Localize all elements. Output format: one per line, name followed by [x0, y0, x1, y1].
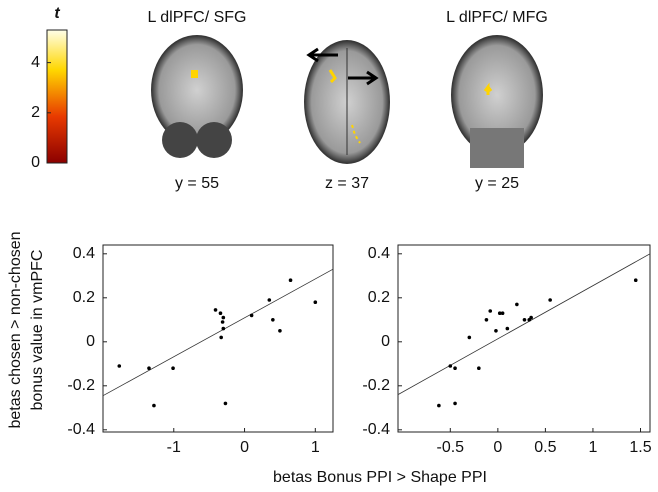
colorbar-label: t [54, 5, 60, 22]
scatter-point [224, 402, 228, 406]
scatter-point [453, 366, 457, 370]
colorbar-tick-label: 2 [31, 104, 40, 121]
scatter-point [548, 298, 552, 302]
y-tick-label: 0 [381, 333, 390, 350]
scatter-point [289, 278, 293, 282]
scatter-point [147, 366, 151, 370]
fit-line [103, 269, 333, 396]
x-tick-label: 1 [588, 439, 597, 456]
slice-coordinate: y = 25 [475, 175, 519, 192]
x-tick-label: 0 [240, 439, 249, 456]
scatter-point [506, 327, 510, 331]
scatter-point [449, 364, 453, 368]
brain-images [150, 32, 543, 168]
scatter-point [515, 303, 519, 307]
scatter-point [314, 300, 318, 304]
scatter-point [117, 364, 121, 368]
scatter-point [221, 320, 225, 324]
x-tick-label: 0 [493, 439, 502, 456]
y-tick-label: 0.4 [73, 245, 95, 262]
scatter-point [219, 336, 223, 340]
orbit [162, 122, 198, 158]
scatter-point [222, 327, 226, 331]
activation [191, 70, 198, 78]
scatter-point [214, 308, 218, 312]
scatter-point [171, 366, 175, 370]
scatter-point [453, 402, 457, 406]
slice-coordinate: y = 55 [175, 175, 219, 192]
scatter-point [494, 329, 498, 333]
y-tick-label: -0.4 [362, 421, 390, 438]
scatter-point [278, 329, 282, 333]
brainstem [470, 128, 524, 168]
scatter-point [485, 318, 489, 322]
plot-area [103, 245, 333, 432]
scatter-point [271, 318, 275, 322]
scatter-point [523, 318, 527, 322]
scatter-point [437, 404, 441, 408]
x-tick-label: 0.5 [534, 439, 556, 456]
panel-title: L dlPFC/ SFG [148, 9, 247, 26]
orbit [196, 122, 232, 158]
colorbar [47, 30, 67, 163]
scatter-point [222, 316, 226, 320]
scatter-point [219, 311, 223, 315]
y-axis-label: bonus value in vmPFC [29, 250, 46, 411]
x-tick-label: 1.5 [629, 439, 651, 456]
fit-line [398, 254, 650, 395]
scatter-point [488, 309, 492, 313]
panel-title: L dlPFC/ MFG [446, 9, 548, 26]
scatter-point [268, 298, 272, 302]
y-axis-label: betas chosen > non-chosen [7, 231, 24, 428]
scatter-point [468, 336, 472, 340]
figure: t 0 2 4 L dlPFC/ SFG y = 55 z = 37 L dlPFC/ MFG… [0, 0, 658, 492]
x-tick-label: -1 [167, 439, 181, 456]
y-tick-label: 0 [86, 333, 95, 350]
plot-area [398, 245, 650, 432]
scatter-point [634, 278, 638, 282]
y-tick-label: 0.2 [368, 289, 390, 306]
slice-coordinate: z = 37 [325, 175, 369, 192]
scatter-point [250, 314, 254, 318]
colorbar-tick-label: 4 [31, 54, 40, 71]
y-tick-label: -0.2 [362, 377, 390, 394]
y-tick-label: 0.2 [73, 289, 95, 306]
y-tick-label: 0.4 [368, 245, 390, 262]
brain-coronal [151, 35, 243, 145]
scatter-point [529, 316, 533, 320]
y-tick-label: -0.4 [67, 421, 95, 438]
y-tick-label: -0.2 [67, 377, 95, 394]
x-axis-label: betas Bonus PPI > Shape PPI [273, 469, 487, 486]
x-tick-label: 1 [311, 439, 320, 456]
scatter-point [501, 311, 505, 315]
colorbar-tick-label: 0 [31, 154, 40, 171]
scatter-point [152, 404, 156, 408]
x-tick-label: -0.5 [437, 439, 465, 456]
scatter-point [477, 366, 481, 370]
